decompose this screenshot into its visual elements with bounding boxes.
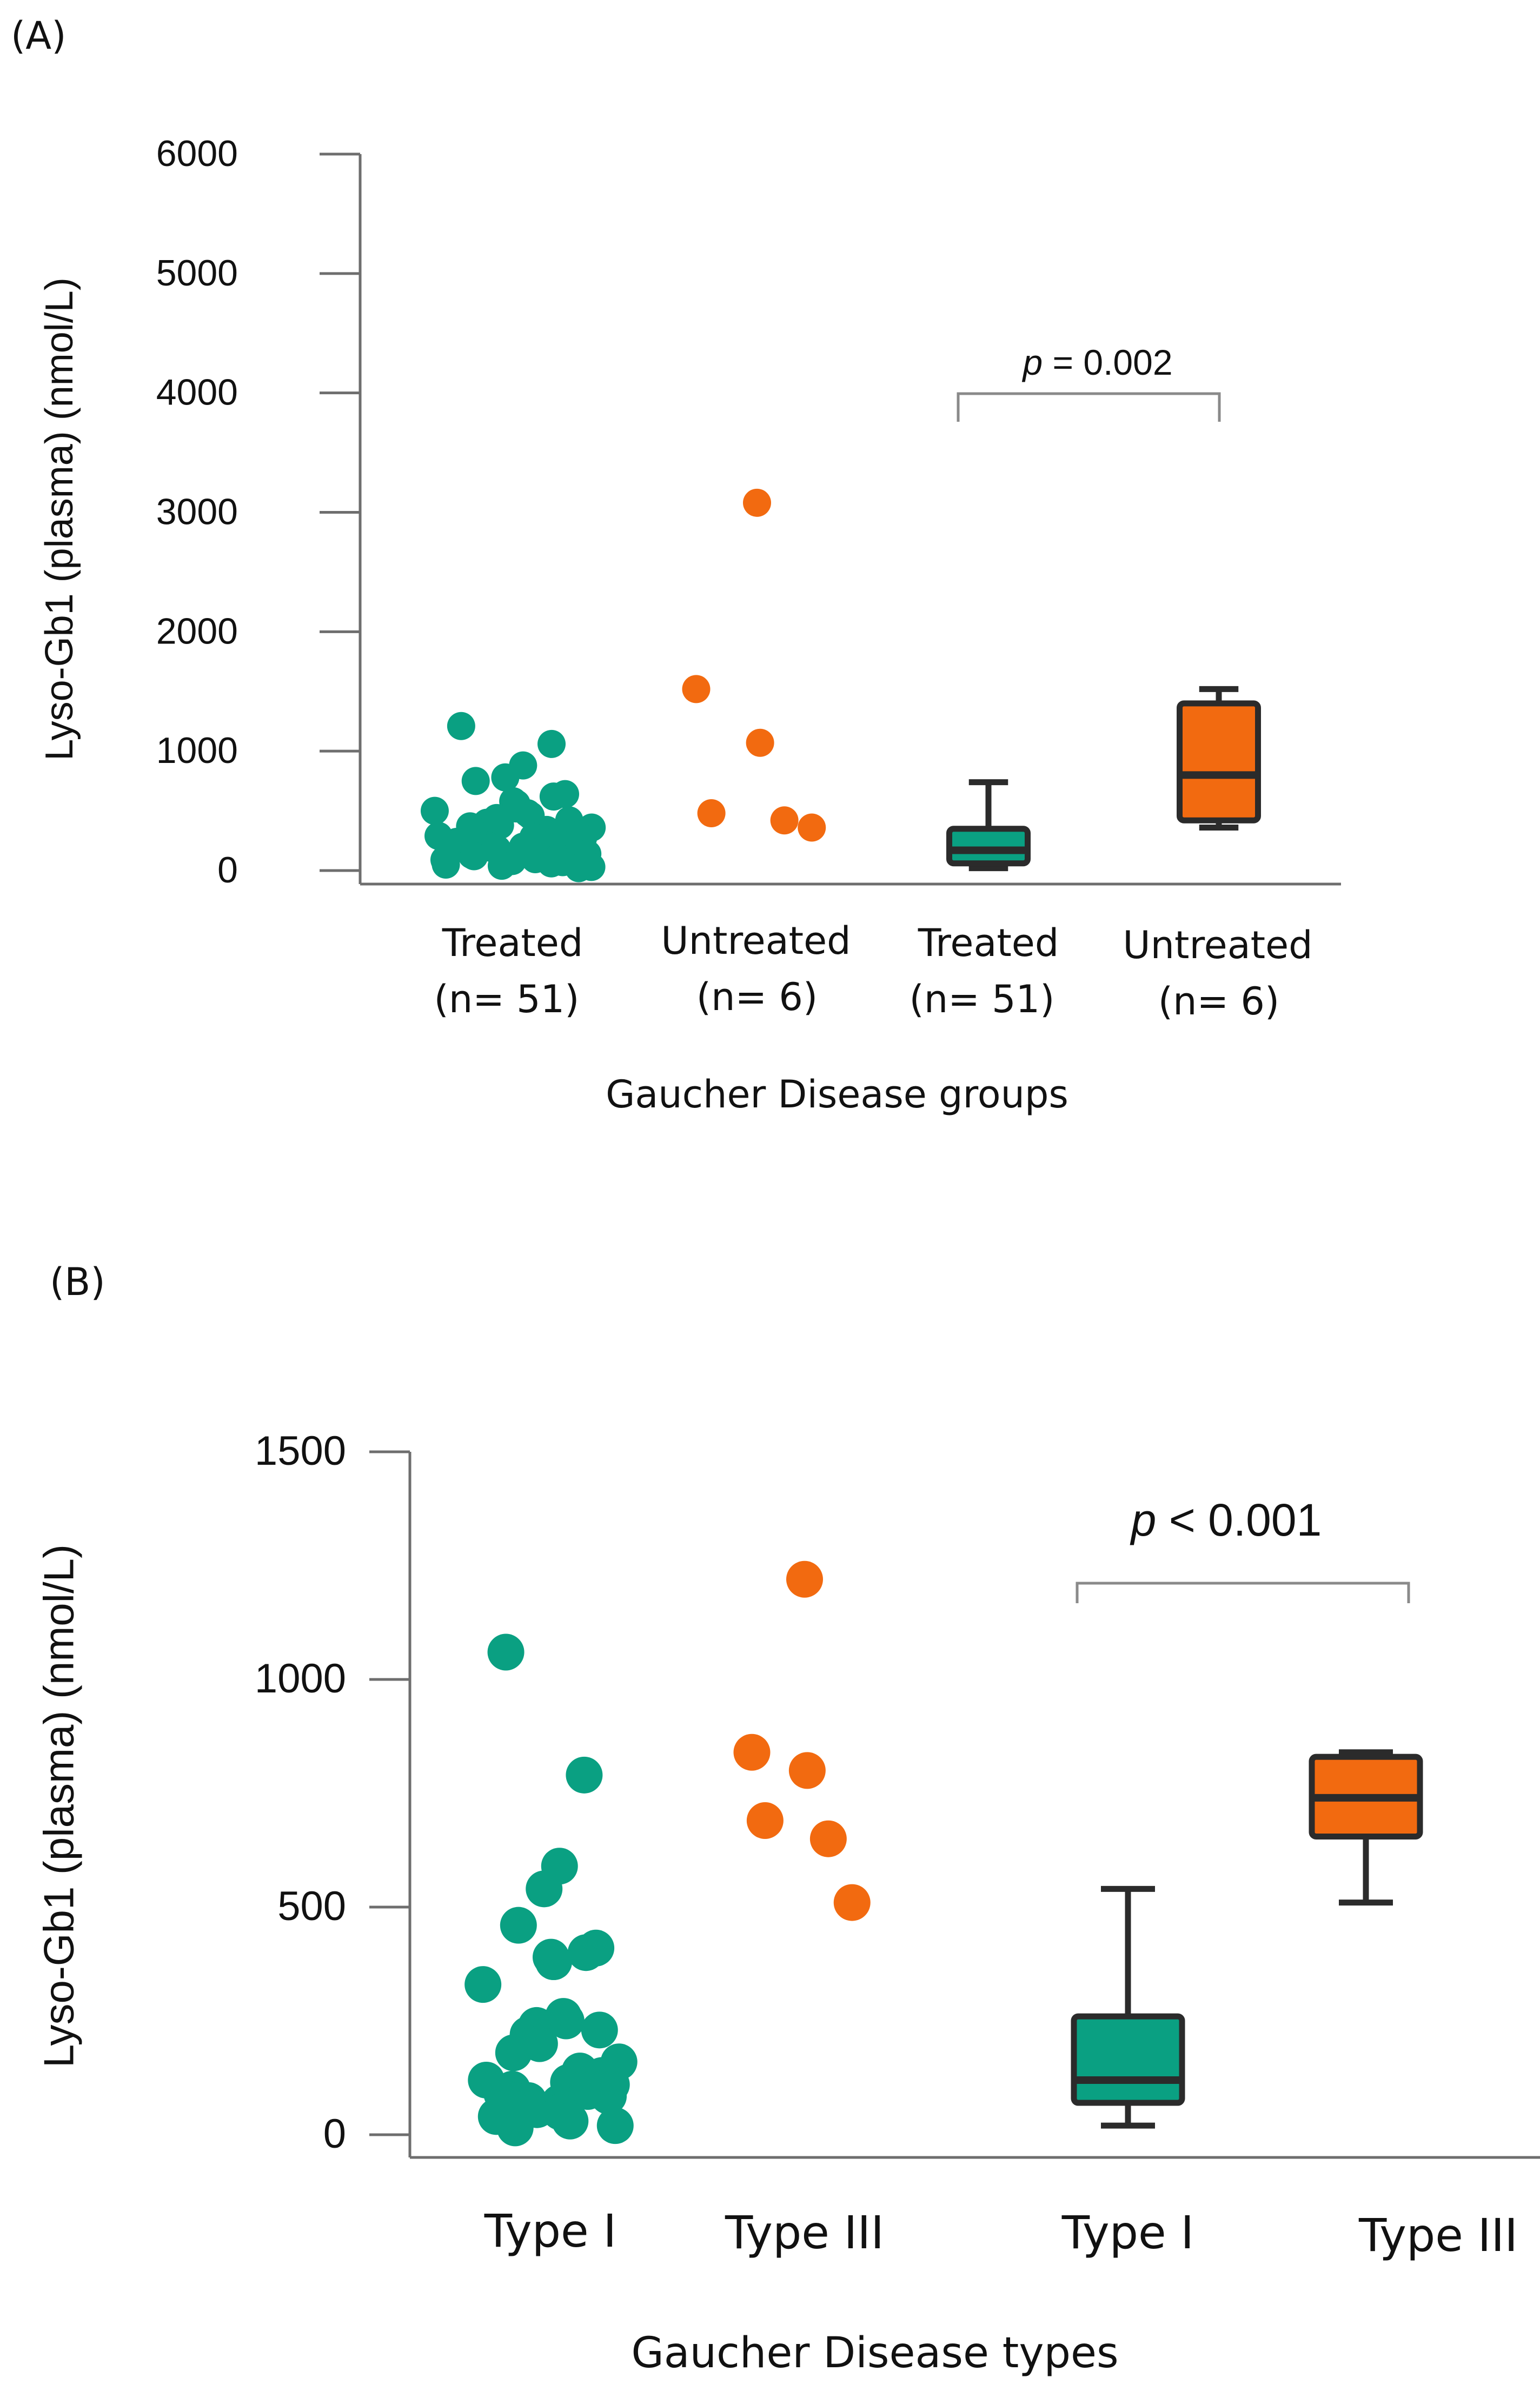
panel-a-label: (A): [11, 14, 67, 58]
panel-a-y-tick-label: 5000: [156, 253, 238, 294]
scatter-point: [487, 1633, 525, 1671]
panel-b-cat-2: Type III: [725, 2206, 884, 2259]
panel-a-y-tick-label: 2000: [156, 610, 238, 652]
scatter-point: [566, 1756, 603, 1794]
panel-b-axes: [408, 1452, 1540, 2159]
panel-a-cat-3-line1: Treated: [918, 921, 1059, 965]
scatter-point: [746, 728, 774, 757]
panel-a-cat-4-line2: (n= 6): [1158, 979, 1279, 1024]
panel-a-cat-1-line1: Treated: [442, 921, 583, 965]
panel-b-y-axis-label: Lyso-Gb1 (plasma) (nmol/L): [35, 1544, 83, 2068]
scatter-point: [447, 712, 475, 740]
panel-a-p-value: p = 0.002: [1021, 342, 1172, 382]
scatter-point: [487, 852, 516, 880]
scatter-point: [552, 2102, 589, 2140]
scatter-point: [697, 799, 726, 827]
scatter-point: [537, 729, 566, 758]
panel-a-y-tick-label: 6000: [156, 133, 238, 174]
scatter-point: [547, 2002, 585, 2040]
scatter-point: [590, 2077, 627, 2115]
panel-a-y-tick-label: 1000: [156, 730, 238, 771]
scatter-point: [420, 796, 449, 825]
scatter-point: [486, 811, 514, 840]
scatter-point: [809, 1820, 847, 1857]
box-iqr: [1071, 2013, 1185, 2106]
panel-b-cat-4: Type III: [1358, 2209, 1518, 2262]
scatter-point: [682, 675, 711, 703]
scatter-point: [567, 1934, 605, 1971]
scatter-point: [539, 782, 568, 811]
panel-b: (B) 0 500 1000 1500 Lyso-Gb1 (plasma) (nmol…: [35, 1260, 1540, 2378]
panel-a-cat-4-line1: Untreated: [1123, 923, 1312, 967]
panel-b-x-axis-label: Gaucher Disease types: [631, 2329, 1118, 2378]
scatter-point: [596, 2107, 634, 2144]
scatter-point: [491, 763, 520, 792]
panel-a: (A) 0 1000 2000 3000 4000 5000 6000 Lyso-Gb1 (…: [11, 14, 1341, 1117]
panel-a-boxplots: [946, 686, 1261, 872]
panel-a-y-tick-label: 3000: [156, 491, 238, 532]
panel-a-y-axis-label: Lyso-Gb1 (plasma) (nmol/L): [38, 277, 81, 761]
panel-a-axes: [359, 154, 1341, 886]
panel-b-y-tick-label: 1500: [255, 1428, 346, 1474]
scatter-point: [786, 1560, 823, 1598]
panel-a-cat-1-line2: (n= 51): [434, 977, 580, 1021]
scatter-point: [537, 849, 566, 878]
panel-b-y-tick-label: 500: [277, 1883, 346, 1929]
scatter-point: [581, 2011, 618, 2049]
panel-a-y-tick-label: 0: [217, 849, 238, 891]
panel-a-cat-3-line2: (n= 51): [910, 977, 1055, 1021]
panel-b-boxplots: [1071, 1749, 1423, 2129]
panel-b-y-tick-label: 1000: [255, 1656, 346, 1702]
scatter-point: [461, 767, 490, 795]
scatter-point: [743, 488, 771, 517]
scatter-point: [460, 842, 488, 871]
scatter-point: [788, 1752, 826, 1789]
panel-b-p-value: p < 0.001: [1130, 1495, 1322, 1545]
scatter-point: [733, 1734, 771, 1771]
panel-a-x-axis-label: Gaucher Disease groups: [606, 1072, 1068, 1117]
panel-b-label: (B): [50, 1260, 105, 1304]
scatter-point: [535, 1943, 572, 1981]
scatter-point: [464, 1966, 502, 2003]
panel-a-y-ticks: 0 1000 2000 3000 4000 5000 6000: [156, 133, 360, 891]
panel-a-cat-2-line2: (n= 6): [696, 975, 818, 1019]
panel-b-cat-1: Type I: [484, 2204, 616, 2257]
scatter-point: [496, 2109, 534, 2147]
scatter-point: [432, 850, 460, 879]
panel-b-y-tick-label: 0: [323, 2111, 346, 2157]
panel-a-cat-2-line1: Untreated: [661, 919, 851, 963]
panel-a-scatter-points: [420, 488, 826, 882]
panel-b-cat-3: Type I: [1061, 2206, 1194, 2259]
scatter-point: [565, 854, 593, 882]
scatter-point: [500, 1907, 537, 1944]
scatter-point: [746, 1802, 784, 1839]
panel-b-scatter-points: [464, 1560, 871, 2147]
panel-b-significance-bracket: [1076, 1582, 1410, 1603]
scatter-point: [833, 1884, 871, 1921]
box-iqr: [1177, 700, 1261, 824]
panel-a-y-tick-label: 4000: [156, 372, 238, 413]
panel-b-y-ticks: 0 500 1000 1500: [255, 1428, 410, 2157]
scatter-point: [495, 2034, 532, 2071]
panel-a-significance-bracket: [957, 392, 1221, 422]
scatter-point: [770, 806, 799, 835]
scatter-point: [798, 813, 826, 842]
scatter-point: [526, 1870, 563, 1908]
box-iqr: [946, 826, 1031, 867]
